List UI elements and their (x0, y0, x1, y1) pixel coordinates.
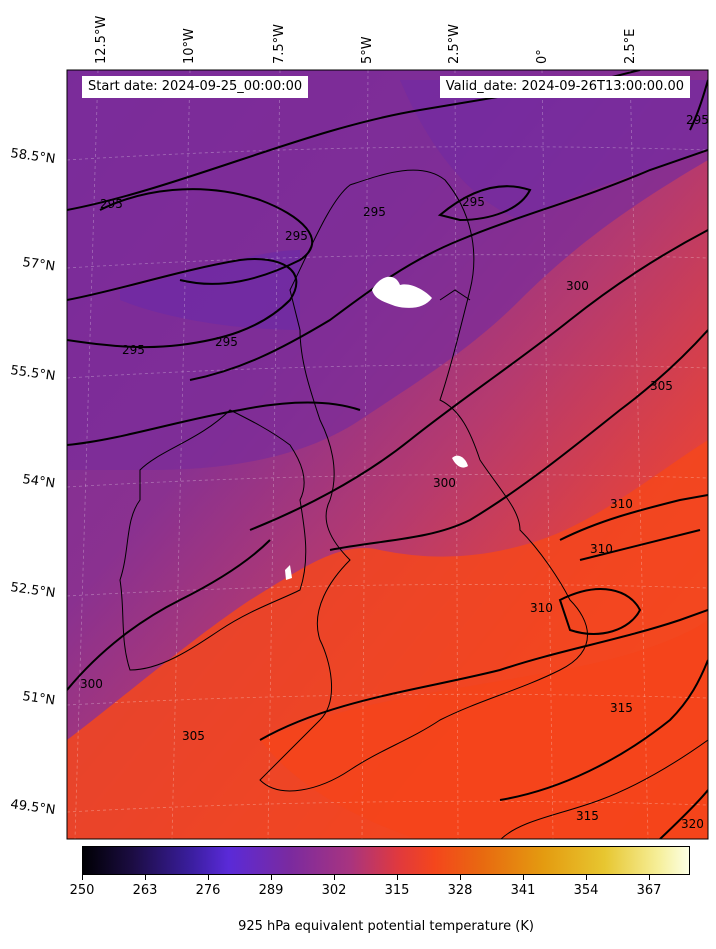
contour-310-south (259, 609, 708, 741)
colorbar (82, 846, 690, 875)
contour-300-west (67, 401, 361, 446)
lat-label: 52.5°N (9, 580, 56, 601)
france-coast (500, 739, 708, 839)
contour-label: 295 (686, 113, 709, 127)
colorbar-label: 354 (573, 883, 599, 898)
highland-patch (372, 276, 432, 308)
lat-label: 49.5°N (9, 797, 56, 818)
contour-label: 295 (363, 205, 386, 219)
colorbar-label: 367 (636, 883, 662, 898)
start-date-label: Start date: 2024-09-25_00:00:00 (82, 76, 309, 98)
warm-core (260, 620, 708, 839)
lat-label: 55.5°N (9, 363, 56, 384)
colorbar-tick (334, 875, 335, 880)
contour-label: 295 (462, 195, 485, 209)
lon-label: 0° (535, 49, 550, 64)
contour-label: 305 (182, 729, 205, 743)
colorbar-label: 250 (69, 883, 95, 898)
colorbar-tick (208, 875, 209, 880)
great-britain-coast (259, 169, 588, 792)
colorbar-tick (145, 875, 146, 880)
contour-label: 315 (576, 809, 599, 823)
colorbar-tick (397, 875, 398, 880)
contour-label: 305 (650, 379, 673, 393)
contour-label: 300 (433, 476, 456, 490)
contour-315-south (499, 659, 708, 801)
contour-310-b (579, 529, 701, 561)
contour-label: 295 (285, 229, 308, 243)
ireland-coast (119, 409, 307, 671)
colorbar-label: 302 (321, 883, 347, 898)
graticule (67, 70, 708, 839)
contour-315-loop (558, 588, 642, 635)
contour-295-loop (437, 185, 532, 222)
colorbar-tick (271, 875, 272, 880)
contour-295-band (189, 149, 708, 381)
contour-295-mid (99, 188, 314, 285)
colorbar-tick (460, 875, 461, 880)
firth (439, 289, 471, 301)
contour-label: 300 (566, 279, 589, 293)
contour-label: 320 (681, 817, 704, 831)
lon-label: 10°W (182, 28, 197, 64)
colorbar-label: 315 (384, 883, 410, 898)
colorbar-tick (82, 875, 83, 880)
wicklow-patch (285, 565, 292, 580)
lon-label: 7.5°W (272, 24, 287, 64)
contour-label: 310 (590, 542, 613, 556)
colorbar-tick (523, 875, 524, 880)
lat-label: 54°N (21, 472, 56, 491)
colorbar-label: 289 (258, 883, 284, 898)
colorbar-label: 276 (195, 883, 221, 898)
valid-date-label: Valid_date: 2024-09-26T13:00:00.00 (439, 76, 690, 98)
contour-label: 295 (215, 335, 238, 349)
lon-label: 12.5°W (94, 16, 109, 64)
lat-label: 51°N (21, 689, 56, 708)
contour-305-west (67, 539, 271, 691)
longitude-labels: 12.5°W 10°W 7.5°W 5°W 2.5°W 0° 2.5°E (94, 16, 638, 64)
lat-label: 58.5°N (9, 146, 56, 167)
lon-label: 2.5°W (447, 24, 462, 64)
latitude-labels: 58.5°N 57°N 55.5°N 54°N 52.5°N 51°N 49.5… (9, 146, 56, 818)
contour-label: 310 (610, 497, 633, 511)
pennine-patch (452, 455, 468, 468)
colorbar-tick (586, 875, 587, 880)
cool-pocket-ne (400, 80, 708, 220)
contour-labels: 295 295 295 295 295 295 295 300 300 300 … (80, 113, 709, 831)
lon-label: 2.5°E (623, 29, 638, 64)
contour-295-edge (689, 79, 708, 131)
colorbar-label: 263 (132, 883, 158, 898)
contour-300-main (249, 229, 708, 531)
colorbar-title: 925 hPa equivalent potential temperature… (238, 919, 534, 934)
contour-label: 300 (80, 677, 103, 691)
contour-label: 310 (530, 601, 553, 615)
contour-295-west (67, 258, 298, 349)
contour-320 (659, 789, 708, 839)
cool-pocket (120, 250, 300, 330)
contour-label: 295 (100, 197, 123, 211)
contour-310-a (559, 494, 708, 541)
coastlines (119, 169, 708, 839)
contour-label: 295 (122, 343, 145, 357)
colorbar-tick (649, 875, 650, 880)
lat-label: 57°N (21, 255, 56, 274)
contour-305-main (329, 329, 708, 551)
map-frame (66, 69, 709, 840)
contour-label: 315 (610, 701, 633, 715)
missing-data (285, 276, 468, 580)
colorbar-label: 328 (447, 883, 473, 898)
lon-label: 5°W (360, 36, 375, 64)
colorbar-label: 341 (510, 883, 536, 898)
